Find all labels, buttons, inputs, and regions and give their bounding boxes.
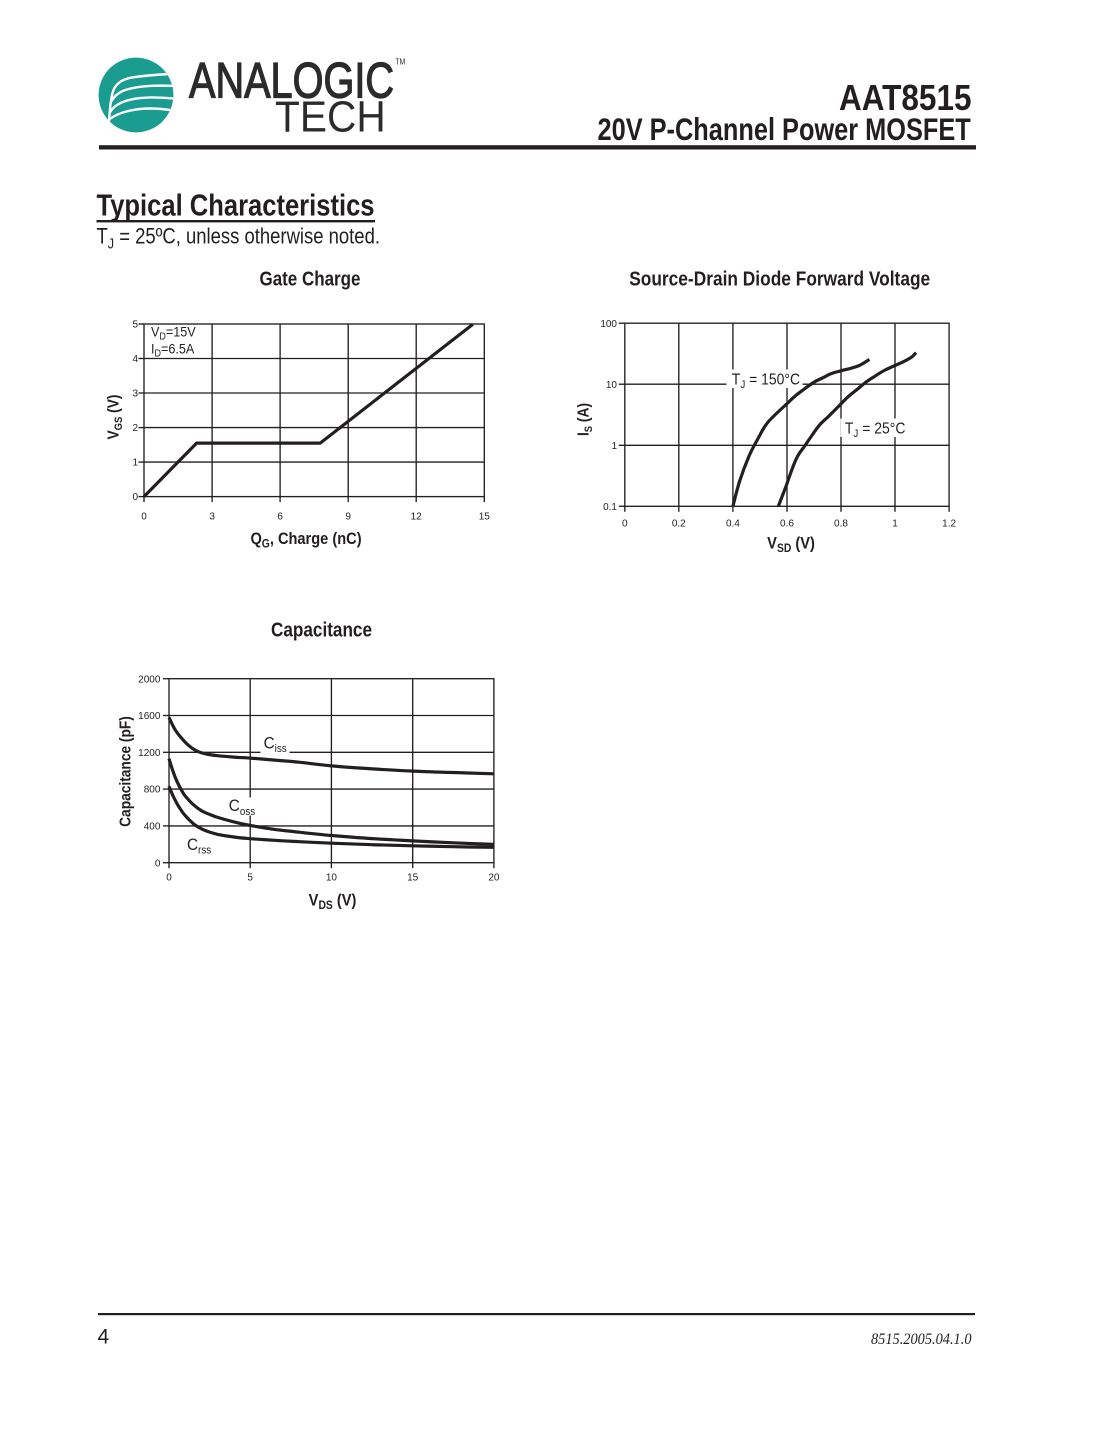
svg-text:8515.2005.04.1.0: 8515.2005.04.1.0 [871, 1331, 972, 1348]
svg-text:0.2: 0.2 [672, 519, 686, 530]
svg-text:ID=6.5A: ID=6.5A [151, 341, 194, 360]
svg-text:15: 15 [407, 873, 419, 884]
svg-text:VDS (V): VDS (V) [309, 892, 357, 913]
svg-text:VSD (V): VSD (V) [767, 534, 815, 555]
svg-text:10: 10 [326, 873, 338, 884]
svg-text:Capacitance: Capacitance [271, 620, 372, 642]
svg-text:Capacitance (pF): Capacitance (pF) [117, 716, 135, 827]
svg-text:400: 400 [144, 822, 161, 833]
svg-text:Typical Characteristics: Typical Characteristics [97, 188, 375, 223]
svg-text:TM: TM [395, 57, 405, 66]
svg-text:1: 1 [892, 519, 898, 530]
svg-text:5: 5 [132, 320, 138, 331]
svg-text:2000: 2000 [138, 674, 161, 685]
svg-text:TJ = 150°C: TJ = 150°C [732, 372, 801, 391]
svg-text:2: 2 [132, 423, 138, 434]
svg-text:0.4: 0.4 [726, 519, 740, 530]
svg-text:9: 9 [345, 512, 351, 523]
svg-text:QG, Charge (nC): QG, Charge (nC) [250, 530, 361, 551]
svg-text:TJ = 25°C: TJ = 25°C [845, 421, 906, 440]
svg-text:800: 800 [144, 785, 161, 796]
svg-text:0.6: 0.6 [780, 519, 794, 530]
svg-text:5: 5 [247, 873, 253, 884]
svg-text:1200: 1200 [138, 748, 161, 759]
svg-text:20V P-Channel Power MOSFET: 20V P-Channel Power MOSFET [598, 111, 971, 147]
svg-text:0: 0 [622, 519, 628, 530]
svg-text:1600: 1600 [138, 711, 161, 722]
svg-text:4: 4 [98, 1326, 110, 1349]
svg-text:1: 1 [611, 441, 617, 452]
svg-text:3: 3 [132, 389, 138, 400]
svg-text:4: 4 [132, 354, 138, 365]
svg-text:TJ = 25ºC, unless otherwise no: TJ = 25ºC, unless otherwise noted. [97, 225, 380, 252]
svg-text:TECH: TECH [275, 94, 386, 142]
svg-text:6: 6 [277, 512, 283, 523]
svg-text:Source-Drain Diode Forward Vol: Source-Drain Diode Forward Voltage [629, 268, 930, 290]
svg-text:10: 10 [606, 380, 618, 391]
svg-text:15: 15 [479, 512, 491, 523]
svg-text:100: 100 [600, 319, 617, 330]
svg-text:20: 20 [488, 873, 500, 884]
svg-text:0: 0 [132, 492, 138, 503]
svg-text:ANALOGIC: ANALOGIC [189, 52, 394, 108]
svg-text:0: 0 [166, 873, 172, 884]
svg-text:0: 0 [141, 512, 147, 523]
svg-text:1: 1 [132, 458, 138, 469]
svg-text:Gate Charge: Gate Charge [260, 269, 361, 291]
svg-text:AAT8515: AAT8515 [839, 77, 972, 118]
svg-text:3: 3 [209, 512, 215, 523]
svg-text:12: 12 [411, 512, 423, 523]
svg-text:0.8: 0.8 [834, 519, 848, 530]
svg-text:VGS (V): VGS (V) [105, 394, 126, 439]
svg-text:1.2: 1.2 [942, 519, 956, 530]
svg-text:0.1: 0.1 [603, 502, 617, 513]
svg-text:0: 0 [155, 858, 161, 869]
